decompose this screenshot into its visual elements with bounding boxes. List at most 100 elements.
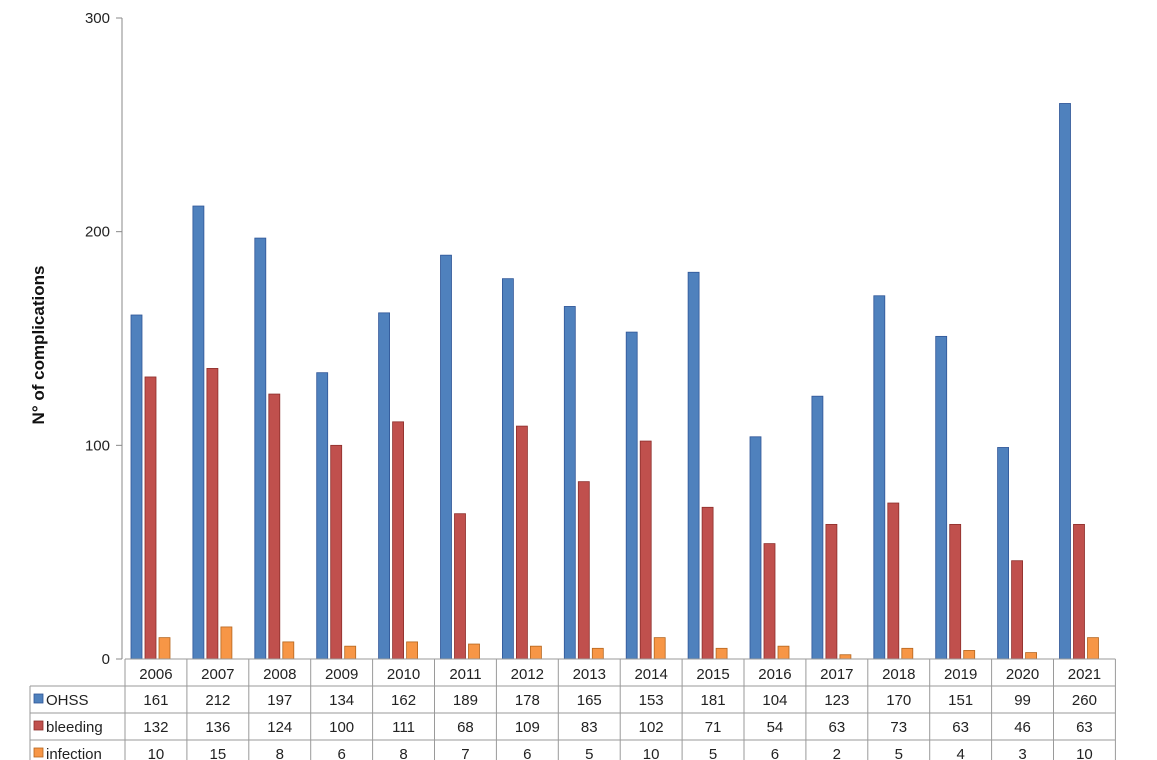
data-label-bleeding: 136: [205, 719, 230, 736]
bar-ohss-2013: [563, 306, 576, 660]
legend-label-bleeding: bleeding: [46, 719, 103, 736]
x-tick-label: 2021: [1068, 666, 1101, 683]
data-label-ohss: 197: [267, 692, 292, 709]
bar-infection-2019: [963, 650, 976, 660]
y-tick-label: 200: [85, 224, 110, 241]
x-tick-label: 2019: [944, 666, 977, 683]
legend-swatch-ohss: [33, 693, 44, 704]
data-label-infection: 5: [585, 746, 593, 760]
x-tick-label: 2012: [511, 666, 544, 683]
bar-ohss-2021: [1059, 103, 1071, 660]
y-axis-label: N° of complications: [29, 266, 48, 425]
data-label-bleeding: 73: [890, 719, 907, 736]
data-label-bleeding: 132: [143, 719, 168, 736]
bar-ohss-2009: [316, 372, 329, 660]
bar-infection-2009: [344, 645, 357, 660]
data-label-ohss: 151: [948, 692, 973, 709]
bar-bleeding-2007: [206, 368, 219, 660]
y-tick-label: 300: [85, 10, 110, 27]
data-label-infection: 7: [461, 746, 469, 760]
data-label-bleeding: 68: [457, 719, 474, 736]
data-label-bleeding: 83: [581, 719, 598, 736]
y-tick-label: 100: [85, 437, 110, 454]
data-label-infection: 3: [1018, 746, 1026, 760]
bar-ohss-2011: [440, 254, 452, 660]
x-tick-label: 2006: [139, 666, 172, 683]
bar-bleeding-2006: [144, 376, 157, 660]
bar-infection-2020: [1025, 652, 1037, 660]
bar-bleeding-2008: [268, 393, 281, 660]
data-label-infection: 5: [895, 746, 903, 760]
data-label-ohss: 165: [577, 692, 602, 709]
x-tick-label: 2018: [882, 666, 915, 683]
bar-infection-2007: [220, 626, 233, 660]
data-label-infection: 10: [148, 746, 165, 760]
data-label-infection: 15: [210, 746, 227, 760]
legend-swatch-bleeding: [33, 720, 44, 731]
data-label-ohss: 153: [639, 692, 664, 709]
bar-infection-2006: [158, 637, 171, 660]
x-tick-label: 2020: [1006, 666, 1039, 683]
bar-ohss-2016: [749, 436, 762, 660]
data-label-ohss: 212: [205, 692, 230, 709]
x-tick-label: 2014: [634, 666, 667, 683]
bar-ohss-2007: [192, 205, 205, 660]
bar-infection-2021: [1087, 637, 1099, 660]
bar-infection-2010: [406, 641, 419, 660]
y-tick-label: 0: [102, 651, 110, 668]
x-tick-label: 2017: [820, 666, 853, 683]
bar-infection-2018: [901, 647, 914, 660]
data-label-infection: 6: [337, 746, 345, 760]
data-label-ohss: 123: [824, 692, 849, 709]
bar-bleeding-2010: [392, 421, 405, 660]
data-label-infection: 2: [833, 746, 841, 760]
data-label-bleeding: 63: [829, 719, 846, 736]
bar-bleeding-2021: [1073, 523, 1085, 660]
x-tick-label: 2011: [449, 666, 481, 683]
data-label-infection: 5: [709, 746, 717, 760]
x-tick-label: 2015: [696, 666, 729, 683]
data-label-ohss: 134: [329, 692, 354, 709]
data-label-infection: 8: [276, 746, 284, 760]
bar-bleeding-2012: [516, 425, 528, 660]
bar-infection-2014: [653, 637, 666, 660]
x-tick-label: 2016: [758, 666, 791, 683]
x-tick-label: 2007: [201, 666, 234, 683]
bars: [130, 103, 1099, 660]
bar-bleeding-2016: [763, 543, 776, 660]
data-label-infection: 4: [956, 746, 964, 760]
bar-ohss-2008: [254, 237, 267, 660]
data-label-ohss: 181: [701, 692, 726, 709]
bar-ohss-2019: [935, 335, 948, 660]
data-label-bleeding: 102: [639, 719, 664, 736]
bar-ohss-2018: [873, 295, 886, 660]
data-label-ohss: 99: [1014, 692, 1031, 709]
x-tick-label: 2008: [263, 666, 296, 683]
data-label-bleeding: 54: [767, 719, 784, 736]
data-label-bleeding: 46: [1014, 719, 1031, 736]
data-label-ohss: 260: [1072, 692, 1097, 709]
bar-ohss-2006: [130, 314, 143, 660]
data-label-bleeding: 100: [329, 719, 354, 736]
bar-infection-2015: [715, 647, 728, 660]
data-table: 2006 2007 2008 2009 2010 2011 2012 2013 2014 2015…: [29, 658, 1116, 760]
bar-ohss-2014: [625, 331, 638, 660]
data-label-ohss: 189: [453, 692, 478, 709]
bar-infection-2013: [591, 647, 604, 660]
data-label-ohss: 170: [886, 692, 911, 709]
data-label-infection: 6: [523, 746, 531, 760]
legend-label-infection: infection: [46, 746, 102, 760]
y-axis: 0 100 200 300: [85, 10, 123, 668]
bar-ohss-2010: [378, 312, 391, 660]
data-label-infection: 8: [399, 746, 407, 760]
data-label-infection: 6: [771, 746, 779, 760]
bar-bleeding-2011: [454, 513, 466, 660]
data-label-bleeding: 124: [267, 719, 292, 736]
data-label-ohss: 161: [143, 692, 168, 709]
data-label-bleeding: 71: [705, 719, 722, 736]
data-label-bleeding: 63: [1076, 719, 1093, 736]
x-tick-label: 2010: [387, 666, 420, 683]
bar-ohss-2017: [811, 395, 824, 660]
data-label-ohss: 104: [762, 692, 787, 709]
